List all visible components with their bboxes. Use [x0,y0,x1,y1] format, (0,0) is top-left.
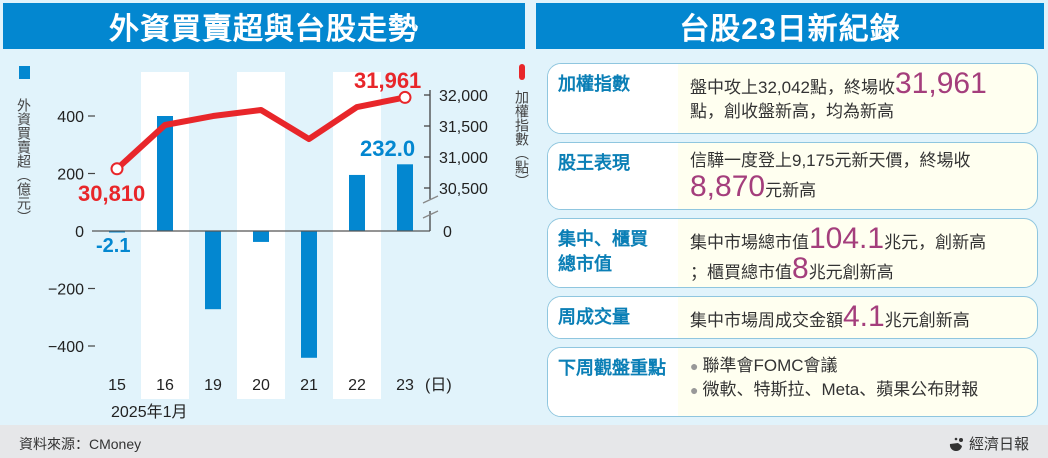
card-stock-king: 股王表現 信驊一度登上9,175元新天價，終場收 8,870元新高 [547,142,1038,210]
x-axis-labels: 15 16 19 20 21 22 23 (日) 2025年1月 [108,377,452,421]
column-stripe [333,72,381,399]
card-label: 周成交量 [548,297,678,338]
right-tick-label: 30,500 [439,181,488,198]
line-endpoint [110,162,124,176]
annotation-start-bar: -2.1 [96,235,130,257]
x-tick-label: 20 [252,377,270,394]
annotation-end-index: 31,961 [354,68,421,93]
bar [253,231,269,242]
right-tick-label: 32,000 [439,88,488,105]
highlight-value: 31,961 [895,67,987,100]
bullet-item: ● 微軟、特斯拉、Meta、蘋果公布財報 [690,380,979,399]
annotations: 30,810 31,961 -2.1 232.0 [78,68,421,257]
x-tick-label: 23 [396,377,414,394]
index-line [114,94,406,171]
bullet-item: ● 聯準會FOMC會議 [690,356,838,375]
x-caption: 2025年1月 [111,403,188,421]
highlight-value: 8,870 [690,170,766,203]
left-tick-label: 200 [57,167,84,184]
card-weekly-volume: 周成交量 集中市場周成交金額4.1兆元創新高 [547,296,1038,339]
bar [301,231,317,358]
right-axis: 32,000 31,500 31,000 30,500 0 [422,88,488,241]
card-label: 下周觀盤重點 [548,348,678,416]
brand-logo-icon [949,437,963,451]
axis-break-mark [422,195,439,204]
card-label: 集中、櫃買 總市值 [548,219,678,287]
right-axis-label: 加權指數（點） [514,90,530,188]
x-tick-label: 19 [204,377,222,394]
brand: 經濟日報 [949,433,1029,454]
card-label: 加權指數 [548,64,678,133]
right-tick-label: 0 [443,224,452,241]
left-axis: 400 200 0 −200 −400 [48,109,95,356]
card-body: 盤中攻上32,042點，終場收31,961 點，創收盤新高，均為新高 [690,67,987,122]
chart-title: 外資買賣超與台股走勢 [3,3,525,49]
card-index: 加權指數 盤中攻上32,042點，終場收31,961 點，創收盤新高，均為新高 [547,63,1038,134]
x-tick-label: 15 [108,377,126,394]
x-tick-label: 16 [156,377,174,394]
highlight-value: 104.1 [809,222,885,255]
left-tick-label: 0 [75,224,84,241]
card-label: 股王表現 [548,143,678,209]
card-body: ● 聯準會FOMC會議 ● 微軟、特斯拉、Meta、蘋果公布財報 [678,348,1037,416]
bar-legend-swatch [19,66,30,79]
line-endpoint [398,90,412,104]
bar [397,164,413,231]
card-body: 集中市場總市值104.1兆元，創新高 ；櫃買總市值8兆元創新高 [690,222,987,285]
records-title: 台股23日新紀錄 [536,3,1044,49]
right-tick-label: 31,500 [439,119,488,136]
source-note: 資料來源：CMoney [19,436,142,452]
bar [109,231,125,233]
bar [349,174,365,231]
right-tick-label: 31,000 [439,150,488,167]
x-tick-label: 21 [300,377,318,394]
line-legend-swatch [519,64,525,80]
footer: 資料來源：CMoney 經濟日報 [0,425,1048,458]
x-tick-label: 22 [348,377,366,394]
left-tick-label: 400 [57,109,84,126]
card-next-week: 下周觀盤重點 ● 聯準會FOMC會議 ● 微軟、特斯拉、Meta、蘋果公布財報 [547,347,1038,417]
left-tick-label: −200 [48,282,84,299]
annotation-end-bar: 232.0 [360,136,415,161]
axis-break-mark [422,210,439,219]
x-unit-label: (日) [425,377,452,394]
highlight-value: 4.1 [843,300,885,333]
bar-series [109,116,413,358]
bar [205,231,221,310]
line-endpoint-markers [110,90,412,176]
highlight-value: 8 [792,252,809,285]
card-body: 集中市場周成交金額4.1兆元創新高 [690,300,970,333]
left-tick-label: −400 [48,339,84,356]
card-body: 信驊一度登上9,175元新天價，終場收 8,870元新高 [690,151,971,203]
annotation-start-index: 30,810 [78,181,145,206]
card-market-cap: 集中、櫃買 總市值 集中市場總市值104.1兆元，創新高 ；櫃買總市值8兆元創新… [547,218,1038,288]
left-axis-label: 外資買賣超（億元） [16,98,32,224]
bar [157,116,173,231]
